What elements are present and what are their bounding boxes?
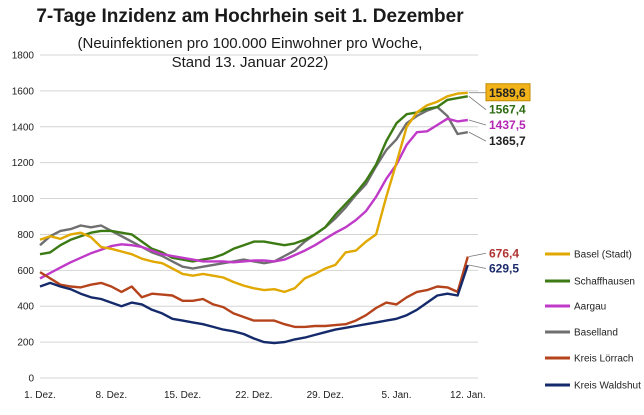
end-label-leader <box>468 119 487 126</box>
legend-label: Kreis Waldshut <box>574 381 641 392</box>
x-tick-label: 8. Dez. <box>95 390 127 401</box>
x-axis: 1. Dez. 8. Dez. 15. Dez. 22. Dez. 29. Dez. 5.… <box>24 390 485 401</box>
x-tick-label: 12. Jan. <box>450 390 486 401</box>
legend: Basel (Stadt) Schaffhausen Aargau Baselland… <box>545 250 641 392</box>
y-tick-label: 400 <box>17 302 34 313</box>
end-label: 1437,5 <box>489 118 526 132</box>
y-tick-label: 0 <box>28 374 34 385</box>
y-tick-label: 1000 <box>12 194 35 205</box>
subtitle-line-2: Stand 13. Januar 2022) <box>171 54 329 71</box>
x-tick-label: 29. Dez. <box>307 390 344 401</box>
legend-label: Basel (Stadt) <box>574 250 632 261</box>
end-label-leader <box>468 264 487 269</box>
series-lines <box>39 91 469 345</box>
y-tick-label: 600 <box>17 266 34 277</box>
y-tick-label: 800 <box>17 230 34 241</box>
series-line-4 <box>39 256 469 329</box>
x-tick-label: 1. Dez. <box>24 390 56 401</box>
legend-label: Schaffhausen <box>574 277 635 288</box>
end-label-leader <box>468 95 487 111</box>
grid-lines <box>40 54 478 379</box>
legend-label: Aargau <box>574 302 606 313</box>
end-label-leader <box>468 131 487 142</box>
x-tick-label: 15. Dez. <box>164 390 201 401</box>
y-tick-label: 1800 <box>12 51 35 62</box>
y-tick-label: 1200 <box>12 158 35 169</box>
x-tick-label: 22. Dez. <box>235 390 272 401</box>
y-tick-label: 1600 <box>12 86 35 97</box>
y-tick-label: 1400 <box>12 122 35 133</box>
series-line-1 <box>39 95 469 263</box>
y-axis: 0 200 400 600 800 1000 1200 1400 1600 1800 <box>12 51 35 385</box>
chart-subtitle: (Neuinfektionen pro 100.000 Einwohner pr… <box>0 34 500 72</box>
series-line-3 <box>39 91 468 294</box>
end-label: 1567,4 <box>489 103 526 117</box>
end-label: 1365,7 <box>489 134 526 148</box>
end-label: 676,4 <box>489 246 519 260</box>
series-line-5 <box>39 264 469 345</box>
legend-label: Baselland <box>574 328 618 339</box>
end-label: 1589,6 <box>489 86 526 100</box>
subtitle-line-1: (Neuinfektionen pro 100.000 Einwohner pr… <box>77 35 423 52</box>
end-label: 629,5 <box>489 262 519 276</box>
end-label-leader <box>468 252 487 258</box>
end-label-box <box>485 83 531 102</box>
series-line-0 <box>39 105 469 270</box>
y-tick-label: 200 <box>17 338 34 349</box>
x-tick-label: 5. Jan. <box>381 390 411 401</box>
chart-title: 7-Tage Inzidenz am Hochrhein seit 1. Dez… <box>36 6 464 27</box>
legend-label: Kreis Lörrach <box>574 354 633 365</box>
